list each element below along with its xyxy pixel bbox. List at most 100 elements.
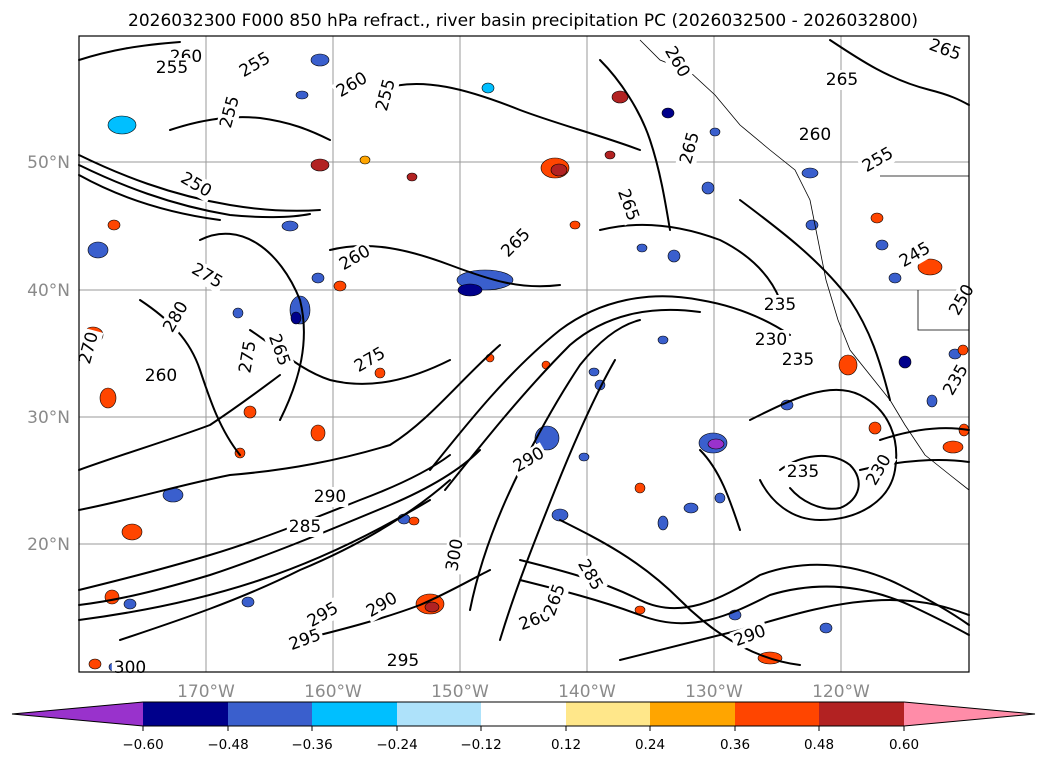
colorbar-segment [143,702,228,726]
contour-label-halo [142,366,180,386]
longitude-label: 130°W [685,682,743,702]
colorbar-tick-label: −0.12 [460,737,501,753]
contour-label-halo [572,554,608,596]
precipitation-cell [281,220,299,232]
contour-label: 295 [387,651,419,671]
contour-label-halo [74,327,104,369]
colorbar-segment [566,702,650,726]
contour-label-halo [111,658,149,678]
colorbar-segment [481,702,566,726]
refractivity-contour [619,599,970,661]
precipitation-cell [714,492,726,504]
contour-label-halo [823,70,861,90]
refractivity-contour [78,454,451,591]
precipitation-cell [707,438,725,450]
latitude-label: 20°N [27,535,70,555]
contour-label: 265 [826,70,858,90]
map-frame [78,35,970,673]
precipitation-cell [534,425,560,451]
state-border [880,175,969,331]
refractivity-contour [829,39,970,106]
contour-label-halo [675,127,705,169]
precipitation-cell [311,272,325,284]
precipitation-shading [82,53,970,672]
north-america-coastline [639,39,970,491]
latitude-label: 40°N [27,281,70,301]
precipitation-cell [569,220,581,230]
precipitation-cell [917,258,943,276]
contour-label-halo [752,330,790,350]
colorbar-segment [735,702,819,726]
precipitation-cell [636,243,648,253]
colorbar-tick-label: −0.36 [291,737,332,753]
colorbar-segment [228,702,312,726]
refractivity-contour [519,579,970,636]
contour-label: 255 [156,58,188,78]
colorbar-extend-min [12,702,143,726]
colorbar-tick-label: 0.24 [635,737,665,753]
precipitation-cell [805,219,819,231]
precipitation-cell [232,307,244,319]
contour-label-halo [215,91,245,133]
longitude-label: 170°W [177,682,235,702]
contour-label-halo [779,350,817,370]
colorbar-tick-label: 0.48 [804,737,834,753]
refractivity-contour [78,499,431,621]
contour-label-halo [938,359,974,401]
contour-label: 235 [764,295,796,315]
contour-label: 260 [145,366,177,386]
precipitation-cell [819,622,833,634]
precipitation-cell [838,354,858,376]
contour-label-halo [894,237,936,273]
precipitation-cell [107,219,121,231]
precipitation-cell [667,249,681,263]
refractivity-contour [78,164,311,219]
precipitation-cell [801,167,819,179]
map-title: 2026032300 F000 850 hPa refract., river … [128,11,918,31]
precipitation-cell [374,367,386,379]
refractivity-contour [119,479,451,641]
precipitation-cell [295,90,309,100]
contour-label-halo [496,223,536,263]
refractivity-contour [78,41,181,61]
colorbar-tick-label: −0.60 [122,737,163,753]
precipitation-cell [123,598,137,610]
refractivity-contour [779,454,860,510]
contour-label-halo [234,337,262,377]
contour-label-halo [539,579,571,621]
precipitation-cell [683,502,699,514]
contour-label-halo [944,279,980,321]
coastline [639,39,970,491]
contour-label: 230 [755,330,787,350]
latitude-label: 30°N [27,408,70,428]
precipitation-cell [868,421,882,435]
contour-label-halo [234,47,276,83]
precipitation-cell [99,387,117,409]
contour-label-halo [286,517,324,537]
precipitation-cell [701,181,715,195]
contour-label-halo [361,587,403,623]
contour-label-halo [334,240,376,276]
refractivity-contour [169,116,331,141]
refractivity-contour [559,519,801,666]
precipitation-cell [104,589,120,605]
contour-label-halo [924,34,966,66]
longitude-label: 120°W [812,682,870,702]
refractivity-contour [499,359,616,641]
contour-label-halo [331,67,373,103]
longitude-label: 160°W [304,682,362,702]
precipitation-cell [898,355,912,369]
refractivity-contour [78,449,481,606]
precipitation-cell [481,82,495,94]
contour-label-halo [761,295,799,315]
contour-label-halo [857,142,899,178]
precipitation-cell [875,239,889,251]
precipitation-cell [588,367,600,377]
colorbar-segment [650,702,735,726]
contour-label-halo [158,296,194,338]
latitude-label: 50°N [27,153,70,173]
longitude-label: 150°W [431,682,489,702]
precipitation-cell [709,127,721,137]
